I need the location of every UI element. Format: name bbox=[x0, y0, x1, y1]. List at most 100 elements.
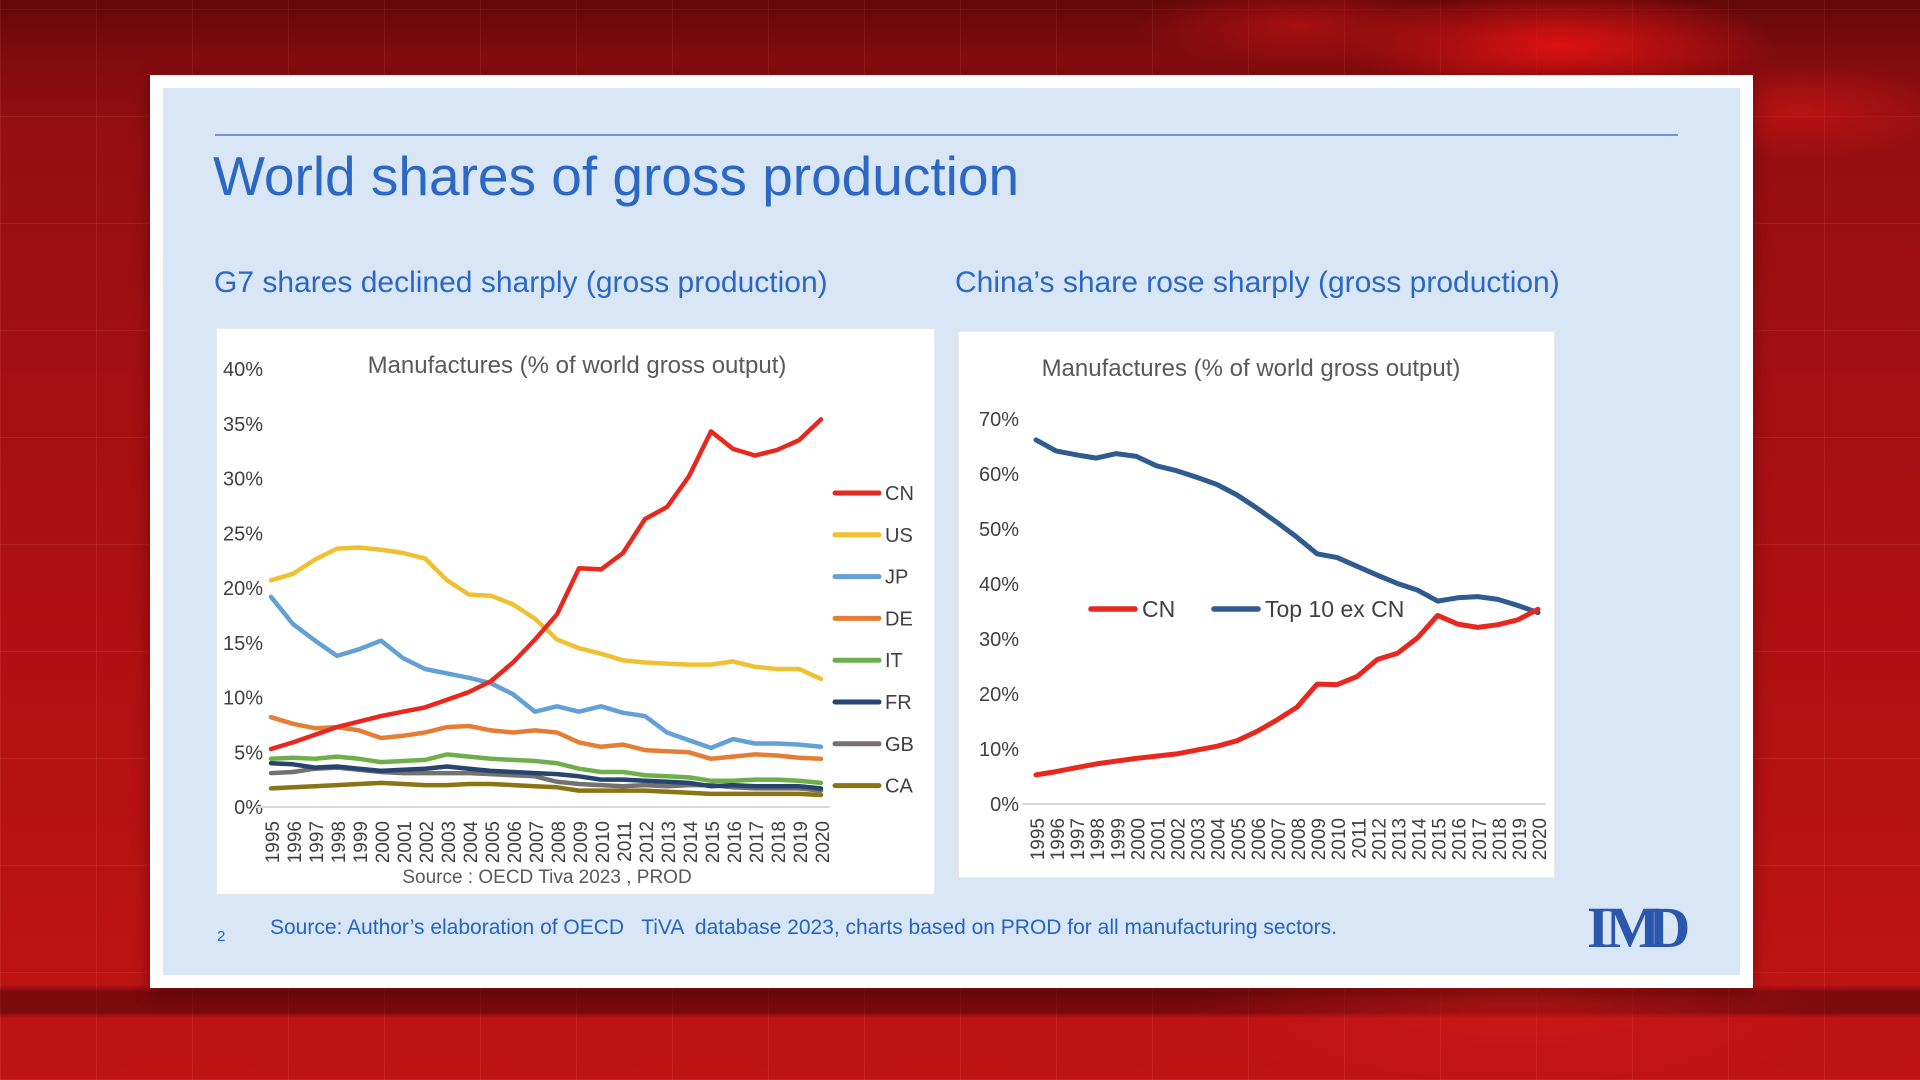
chart-title: Manufactures (% of world gross output) bbox=[368, 352, 787, 379]
y-tick-label: 5% bbox=[234, 742, 263, 764]
x-tick-label: 2006 bbox=[1249, 818, 1270, 860]
x-tick-label: 2002 bbox=[1169, 818, 1190, 860]
x-tick-label: 1995 bbox=[263, 821, 284, 863]
x-tick-label: 2015 bbox=[1430, 818, 1451, 860]
x-tick-label: 2018 bbox=[1490, 818, 1511, 860]
series-line-fr bbox=[268, 760, 824, 791]
x-tick-label: 2000 bbox=[373, 821, 394, 863]
y-tick-label: 30% bbox=[979, 629, 1019, 651]
series-line-it bbox=[268, 752, 824, 786]
y-tick-label: 10% bbox=[223, 688, 263, 710]
series-line-jp bbox=[268, 594, 824, 751]
right-chart-heading: China’s share rose sharply (gross produc… bbox=[955, 266, 1560, 299]
y-tick-label: 0% bbox=[990, 794, 1019, 816]
x-tick-label: 2016 bbox=[1450, 818, 1471, 860]
y-tick-label: 60% bbox=[979, 464, 1019, 486]
x-tick-label: 2001 bbox=[395, 821, 416, 863]
x-tick-label: 2007 bbox=[527, 821, 548, 863]
x-tick-label: 2017 bbox=[1470, 818, 1491, 860]
x-tick-label: 2016 bbox=[725, 821, 746, 863]
imd-logo: IMD bbox=[1587, 894, 1690, 961]
y-tick-label: 40% bbox=[223, 359, 263, 381]
x-tick-label: 2002 bbox=[417, 821, 438, 863]
x-tick-label: 2003 bbox=[1189, 818, 1210, 860]
page-number: 2 bbox=[217, 928, 226, 945]
y-tick-label: 25% bbox=[223, 523, 263, 545]
chart-title: Manufactures (% of world gross output) bbox=[1042, 355, 1461, 382]
x-tick-label: 1999 bbox=[1108, 818, 1129, 860]
china-share-chart: Manufactures (% of world gross output) 0%… bbox=[958, 331, 1555, 878]
x-tick-label: 2013 bbox=[659, 821, 680, 863]
y-tick-label: 35% bbox=[223, 414, 263, 436]
x-tick-label: 2020 bbox=[813, 821, 834, 863]
y-tick-label: 15% bbox=[223, 633, 263, 655]
x-tick-label: 1997 bbox=[307, 821, 328, 863]
y-tick-label: 0% bbox=[234, 797, 263, 819]
y-tick-label: 30% bbox=[223, 469, 263, 491]
x-tick-label: 2012 bbox=[1369, 818, 1390, 860]
x-tick-label: 2011 bbox=[1349, 818, 1370, 859]
y-tick-label: 40% bbox=[979, 574, 1019, 596]
x-tick-label: 2004 bbox=[1209, 818, 1230, 861]
x-tick-label: 2011 bbox=[615, 821, 636, 862]
legend-label: JP bbox=[885, 567, 908, 589]
x-tick-label: 2008 bbox=[1289, 818, 1310, 860]
x-tick-label: 1997 bbox=[1068, 818, 1089, 860]
footer-source-text: Source: Author’s elaboration of OECD TiV… bbox=[270, 916, 1337, 939]
x-tick-label: 2015 bbox=[703, 821, 724, 863]
x-tick-label: 2009 bbox=[571, 821, 592, 863]
x-tick-label: 2009 bbox=[1309, 818, 1330, 860]
x-tick-label: 1998 bbox=[1088, 818, 1109, 860]
imd-logo-letter-d: D bbox=[1648, 895, 1690, 960]
x-tick-label: 2010 bbox=[1329, 818, 1350, 860]
x-tick-label: 2001 bbox=[1148, 818, 1169, 860]
x-tick-label: 2000 bbox=[1128, 818, 1149, 860]
x-tick-label: 1999 bbox=[351, 821, 372, 863]
legend-label: FR bbox=[885, 692, 912, 714]
x-tick-label: 2017 bbox=[747, 821, 768, 863]
title-rule bbox=[215, 134, 1678, 136]
legend-label: IT bbox=[885, 650, 903, 672]
x-tick-label: 2005 bbox=[483, 821, 504, 863]
x-tick-label: 2010 bbox=[593, 821, 614, 863]
x-tick-label: 2007 bbox=[1269, 818, 1290, 860]
series-line-de bbox=[268, 714, 824, 762]
x-tick-label: 2014 bbox=[1410, 818, 1431, 861]
x-tick-label: 2014 bbox=[681, 821, 702, 864]
line-chart-svg: Manufactures (% of world gross output) 0%… bbox=[979, 355, 1551, 861]
legend-label: US bbox=[885, 525, 913, 547]
legend-label: CN bbox=[1142, 596, 1175, 622]
legend-label: Top 10 ex CN bbox=[1265, 596, 1404, 622]
x-tick-label: 2019 bbox=[1510, 818, 1531, 860]
x-tick-label: 2008 bbox=[549, 821, 570, 863]
x-tick-label: 2006 bbox=[505, 821, 526, 863]
series-line-top-10-ex-cn bbox=[1033, 437, 1541, 616]
imd-logo-letter-i: I bbox=[1587, 895, 1610, 960]
x-tick-label: 1995 bbox=[1028, 818, 1049, 860]
x-tick-label: 2003 bbox=[439, 821, 460, 863]
x-tick-label: 2013 bbox=[1389, 818, 1410, 860]
legend-label: GB bbox=[885, 734, 914, 756]
g7-shares-chart: Manufactures (% of world gross output) 0%… bbox=[216, 328, 935, 895]
series-line-ca bbox=[268, 780, 824, 798]
x-tick-label: 2004 bbox=[461, 821, 482, 864]
slide-body: World shares of gross production G7 shar… bbox=[163, 88, 1740, 975]
x-tick-label: 2005 bbox=[1229, 818, 1250, 860]
series-line-cn bbox=[268, 417, 824, 752]
legend-label: CA bbox=[885, 776, 913, 798]
x-tick-label: 2019 bbox=[791, 821, 812, 863]
y-tick-label: 10% bbox=[979, 739, 1019, 761]
y-tick-label: 70% bbox=[979, 409, 1019, 431]
x-tick-label: 2012 bbox=[637, 821, 658, 863]
left-chart-heading: G7 shares declined sharply (gross produc… bbox=[214, 266, 828, 299]
imd-logo-letter-m: M bbox=[1605, 895, 1661, 960]
slide-title: World shares of gross production bbox=[213, 145, 1020, 207]
y-tick-label: 20% bbox=[223, 578, 263, 600]
x-tick-label: 1996 bbox=[1048, 818, 1069, 860]
x-tick-label: 2020 bbox=[1530, 818, 1551, 860]
x-tick-label: 1996 bbox=[285, 821, 306, 863]
chart-source-note: Source : OECD Tiva 2023 , PROD bbox=[402, 867, 691, 888]
slide: World shares of gross production G7 shar… bbox=[150, 75, 1753, 988]
legend-label: DE bbox=[885, 608, 913, 630]
